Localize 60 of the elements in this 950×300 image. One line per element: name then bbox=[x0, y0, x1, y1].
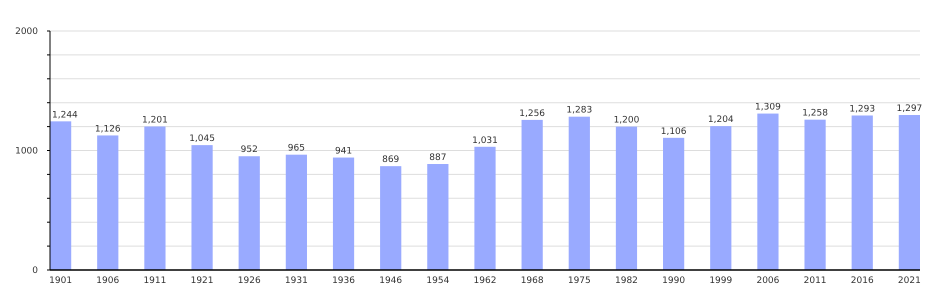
y-tick-label: 0 bbox=[32, 266, 38, 276]
x-tick-label: 1990 bbox=[662, 276, 686, 286]
bar bbox=[710, 126, 732, 270]
bar bbox=[97, 135, 118, 270]
x-tick-label: 1901 bbox=[49, 276, 72, 286]
x-tick-label: 2016 bbox=[850, 276, 874, 286]
x-tick-label: 1906 bbox=[96, 276, 120, 286]
data-label: 887 bbox=[429, 153, 446, 164]
data-label: 1,200 bbox=[614, 116, 640, 126]
y-tick-label: 1000 bbox=[15, 146, 38, 156]
bar bbox=[898, 115, 920, 270]
bar bbox=[474, 146, 496, 270]
data-label: 1,045 bbox=[189, 134, 215, 144]
x-tick-label: 1954 bbox=[426, 276, 450, 286]
bar bbox=[144, 126, 166, 270]
bar bbox=[427, 164, 448, 270]
x-tick-label: 1982 bbox=[615, 276, 638, 286]
data-label: 952 bbox=[240, 145, 258, 156]
data-label: 1,297 bbox=[896, 104, 922, 114]
data-label: 1,283 bbox=[566, 106, 592, 116]
bar bbox=[380, 166, 402, 270]
x-tick-label: 2006 bbox=[756, 276, 780, 286]
data-label: 941 bbox=[334, 146, 352, 157]
x-tick-label: 1968 bbox=[520, 276, 544, 286]
x-tick-label: 1936 bbox=[332, 276, 356, 286]
bar bbox=[616, 126, 638, 270]
data-label: 1,031 bbox=[472, 136, 498, 146]
data-label: 1,258 bbox=[802, 108, 828, 119]
x-tick-label: 1911 bbox=[143, 276, 166, 286]
x-tick-label: 1921 bbox=[190, 276, 214, 286]
data-label: 1,244 bbox=[52, 110, 78, 120]
x-tick-label: 1946 bbox=[379, 276, 402, 286]
y-tick-label: 2000 bbox=[15, 26, 38, 37]
bar bbox=[286, 154, 307, 270]
x-tick-label: 1926 bbox=[238, 276, 261, 286]
x-tick-label: 2011 bbox=[804, 276, 827, 286]
data-label: 1,256 bbox=[519, 108, 546, 119]
data-label: 1,106 bbox=[660, 126, 687, 137]
data-label: 1,201 bbox=[142, 115, 168, 126]
x-tick-label: 2021 bbox=[898, 276, 921, 286]
bar bbox=[568, 116, 590, 270]
x-tick-label: 1931 bbox=[284, 276, 308, 286]
bar bbox=[332, 158, 354, 270]
data-label: 1,204 bbox=[708, 115, 734, 126]
bar bbox=[663, 138, 684, 270]
bar bbox=[804, 120, 826, 270]
data-label: 869 bbox=[382, 155, 400, 166]
data-label: 965 bbox=[288, 144, 305, 154]
bar bbox=[191, 145, 213, 270]
x-tick-label: 1975 bbox=[568, 276, 591, 286]
bar bbox=[852, 115, 873, 270]
bar bbox=[522, 120, 543, 270]
x-tick-label: 1962 bbox=[474, 276, 496, 286]
bar bbox=[757, 114, 779, 270]
data-label: 1,309 bbox=[755, 102, 782, 113]
x-tick-label: 1999 bbox=[709, 276, 732, 286]
bar bbox=[238, 156, 260, 270]
data-label: 1,126 bbox=[94, 124, 121, 134]
data-label: 1,293 bbox=[849, 104, 876, 114]
bar bbox=[50, 121, 72, 270]
